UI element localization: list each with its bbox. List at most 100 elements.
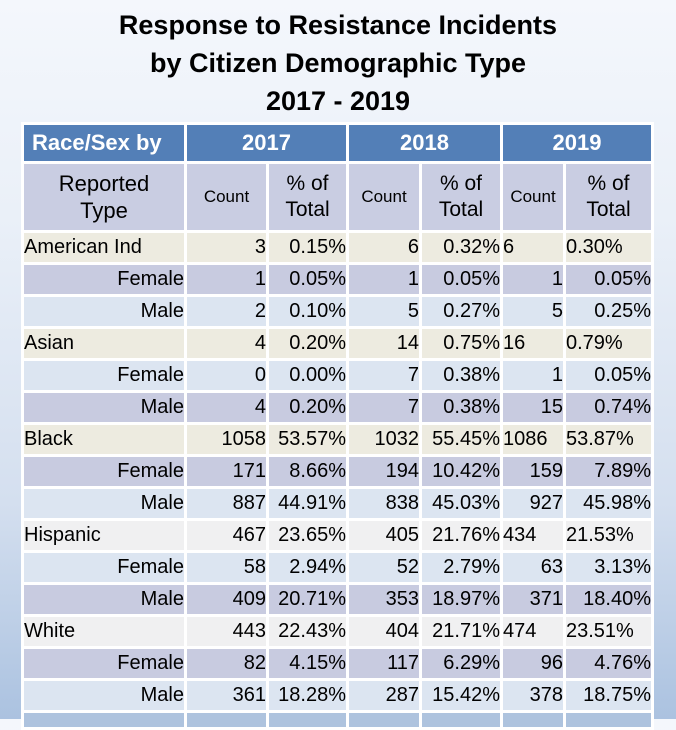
- pct-cell: 0.10%: [269, 297, 346, 326]
- count-header-2018: Count: [349, 164, 419, 230]
- count-cell: 371: [503, 585, 563, 614]
- count-cell: 378: [503, 681, 563, 710]
- count-cell: 6: [349, 233, 419, 262]
- pct-cell: 0.27%: [422, 297, 500, 326]
- row-dimension-line2: Type: [80, 198, 128, 223]
- pct-cell: 15.42%: [422, 681, 500, 710]
- pct-cell: 45.98%: [566, 489, 651, 518]
- count-cell: 467: [187, 521, 266, 550]
- table-row: Male 361 18.28% 287 15.42% 378 18.75%: [24, 681, 651, 710]
- pct-cell: 7.89%: [566, 457, 651, 486]
- count-cell: 4: [187, 393, 266, 422]
- count-cell: 58: [187, 553, 266, 582]
- cutoff-row-cell: [503, 713, 563, 727]
- year-header-2018: 2018: [349, 125, 500, 161]
- race-label: White: [24, 617, 184, 646]
- title-line-2: by Citizen Demographic Type: [149, 48, 527, 78]
- cutoff-row-cell: [349, 713, 419, 727]
- pct-cell: 0.20%: [269, 393, 346, 422]
- count-cell: 117: [349, 649, 419, 678]
- count-cell: 1: [349, 265, 419, 294]
- pct-cell: 18.97%: [422, 585, 500, 614]
- count-cell: 1058: [187, 425, 266, 454]
- count-cell: 63: [503, 553, 563, 582]
- sex-label: Male: [24, 489, 184, 518]
- year-header-row: Race/Sex by 2017 2018 2019: [24, 125, 651, 161]
- cutoff-row-cell: [566, 713, 651, 727]
- count-cell: 159: [503, 457, 563, 486]
- table-row: Female 1 0.05% 1 0.05% 1 0.05%: [24, 265, 651, 294]
- count-cell: 838: [349, 489, 419, 518]
- pct-cell: 53.57%: [269, 425, 346, 454]
- table-row: Male 2 0.10% 5 0.27% 5 0.25%: [24, 297, 651, 326]
- table-row: Male 4 0.20% 7 0.38% 15 0.74%: [24, 393, 651, 422]
- count-cell: 443: [187, 617, 266, 646]
- count-cell: 887: [187, 489, 266, 518]
- pct-cell: 0.00%: [269, 361, 346, 390]
- pct-cell: 0.05%: [566, 265, 651, 294]
- count-cell: 5: [349, 297, 419, 326]
- sex-label: Female: [24, 649, 184, 678]
- count-cell: 404: [349, 617, 419, 646]
- pct-cell: 21.71%: [422, 617, 500, 646]
- row-dimension-header: Reported Type: [24, 164, 184, 230]
- table-row: Male 887 44.91% 838 45.03% 927 45.98%: [24, 489, 651, 518]
- count-cell: 1: [503, 265, 563, 294]
- year-header-2017: 2017: [187, 125, 346, 161]
- count-cell: 15: [503, 393, 563, 422]
- pct-cell: 6.29%: [422, 649, 500, 678]
- table-row: Black 1058 53.57% 1032 55.45% 1086 53.87%: [24, 425, 651, 454]
- pct-cell: 22.43%: [269, 617, 346, 646]
- table-row: Hispanic 467 23.65% 405 21.76% 434 21.53%: [24, 521, 651, 550]
- count-cell: 1: [187, 265, 266, 294]
- pct-header-2019: % of Total: [566, 164, 651, 230]
- year-header-2019: 2019: [503, 125, 651, 161]
- table-row: Female 58 2.94% 52 2.79% 63 3.13%: [24, 553, 651, 582]
- table-row: Female 171 8.66% 194 10.42% 159 7.89%: [24, 457, 651, 486]
- table-row: Male 409 20.71% 353 18.97% 371 18.40%: [24, 585, 651, 614]
- pct-cell: 10.42%: [422, 457, 500, 486]
- table-row: American Ind 3 0.15% 6 0.32% 6 0.30%: [24, 233, 651, 262]
- count-cell: 405: [349, 521, 419, 550]
- count-cell: 7: [349, 393, 419, 422]
- pct-cell: 44.91%: [269, 489, 346, 518]
- pct-cell: 4.15%: [269, 649, 346, 678]
- count-cell: 16: [503, 329, 563, 358]
- pct-cell: 55.45%: [422, 425, 500, 454]
- pct-cell: 3.13%: [566, 553, 651, 582]
- cutoff-row-cell: [422, 713, 500, 727]
- pct-cell: 8.66%: [269, 457, 346, 486]
- cutoff-row: [24, 713, 651, 727]
- pct-cell: 53.87%: [566, 425, 651, 454]
- pct-header-2018: % of Total: [422, 164, 500, 230]
- pct-cell: 45.03%: [422, 489, 500, 518]
- cutoff-row-cell: [269, 713, 346, 727]
- table-row: Female 82 4.15% 117 6.29% 96 4.76%: [24, 649, 651, 678]
- pct-cell: 0.15%: [269, 233, 346, 262]
- pct-cell: 23.65%: [269, 521, 346, 550]
- race-label: Black: [24, 425, 184, 454]
- count-cell: 361: [187, 681, 266, 710]
- sex-label: Male: [24, 681, 184, 710]
- pct-cell: 20.71%: [269, 585, 346, 614]
- pct-cell: 0.75%: [422, 329, 500, 358]
- pct-cell: 0.05%: [269, 265, 346, 294]
- count-cell: 52: [349, 553, 419, 582]
- pct-cell: 0.38%: [422, 393, 500, 422]
- pct-cell: 0.32%: [422, 233, 500, 262]
- race-label: Hispanic: [24, 521, 184, 550]
- count-cell: 4: [187, 329, 266, 358]
- table-row: White 443 22.43% 404 21.71% 474 23.51%: [24, 617, 651, 646]
- pct-cell: 0.05%: [422, 265, 500, 294]
- pct-cell: 2.94%: [269, 553, 346, 582]
- race-label: Asian: [24, 329, 184, 358]
- race-label: American Ind: [24, 233, 184, 262]
- pct-cell: 0.38%: [422, 361, 500, 390]
- table-row: Asian 4 0.20% 14 0.75% 16 0.79%: [24, 329, 651, 358]
- row-dimension-line1: Reported: [58, 171, 150, 196]
- sex-label: Female: [24, 553, 184, 582]
- pct-cell: 21.53%: [566, 521, 651, 550]
- pct-cell: 0.79%: [566, 329, 651, 358]
- measure-header-row: Reported Type Count % of Total Count % o…: [24, 164, 651, 230]
